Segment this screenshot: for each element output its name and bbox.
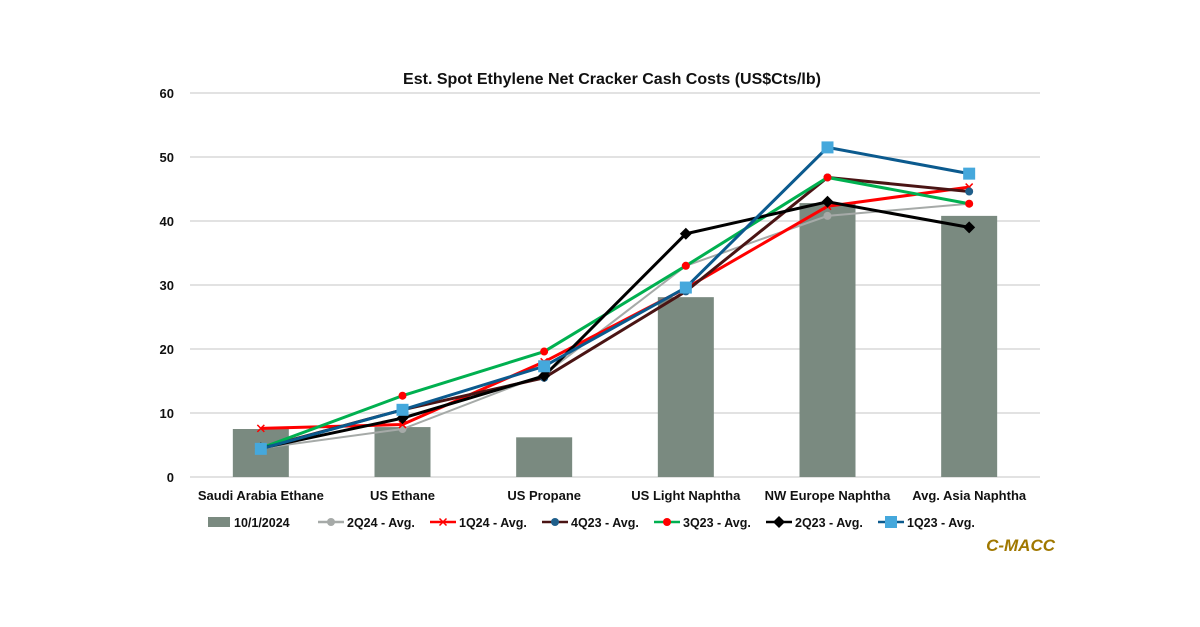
bar	[516, 437, 573, 477]
marker-square	[885, 516, 897, 528]
marker-circle	[663, 518, 671, 526]
legend-label: 2Q23 - Avg.	[795, 516, 863, 530]
marker-circle	[823, 173, 832, 182]
legend-label: 2Q24 - Avg.	[347, 516, 415, 530]
y-tick-label: 60	[160, 86, 174, 101]
marker-circle	[327, 518, 335, 526]
marker-square	[396, 403, 409, 416]
marker-circle	[551, 518, 559, 526]
legend-label: 1Q24 - Avg.	[459, 516, 527, 530]
series-line	[260, 200, 970, 450]
marker-circle	[823, 211, 832, 220]
x-tick-label: US Propane	[507, 488, 581, 503]
marker-x	[256, 424, 265, 433]
marker-diamond	[821, 195, 834, 208]
bar	[941, 215, 998, 477]
marker-circle	[540, 347, 549, 356]
marker-diamond	[679, 227, 692, 240]
bar	[799, 203, 856, 477]
y-tick-label: 20	[160, 342, 174, 357]
x-tick-label: US Ethane	[370, 488, 435, 503]
y-tick-label: 50	[160, 150, 174, 165]
series-line	[260, 145, 970, 451]
marker-square	[538, 360, 551, 373]
marker-circle	[398, 425, 407, 433]
marker-square	[679, 281, 692, 294]
y-tick-label: 40	[160, 214, 174, 229]
marker-x	[398, 420, 407, 429]
marker-x	[438, 517, 448, 527]
x-tick-label: US Light Naphtha	[631, 488, 741, 503]
y-tick-label: 0	[167, 470, 174, 485]
series-3Q23	[256, 173, 974, 453]
chart-title: Est. Spot Ethylene Net Cracker Cash Cost…	[403, 71, 821, 88]
marker-diamond	[963, 221, 976, 234]
watermark-c-macc: C-MACC	[986, 536, 1056, 555]
marker-square	[963, 167, 976, 180]
y-tick-label: 30	[160, 278, 174, 293]
marker-circle	[398, 391, 407, 400]
marker-circle	[965, 199, 974, 208]
x-tick-label: Avg. Asia Naphtha	[912, 488, 1027, 503]
x-tick-label: Saudi Arabia Ethane	[198, 488, 324, 503]
marker-square	[821, 141, 834, 154]
series-line	[260, 202, 970, 450]
legend-label: 1Q23 - Avg.	[907, 516, 975, 530]
marker-square	[254, 442, 267, 455]
marker-diamond	[538, 369, 551, 382]
series-line	[260, 175, 970, 450]
y-tick-label: 10	[160, 406, 174, 421]
x-tick-label: NW Europe Naphtha	[765, 488, 891, 503]
series-1Q23	[254, 141, 976, 455]
legend-label: 4Q23 - Avg.	[571, 516, 639, 530]
bar	[657, 297, 714, 477]
marker-circle	[965, 187, 974, 196]
marker-circle	[681, 261, 690, 270]
legend-label: 3Q23 - Avg.	[683, 516, 751, 530]
bar	[374, 427, 431, 477]
legend-label: 10/1/2024	[234, 516, 290, 530]
legend-swatch	[208, 517, 230, 527]
marker-diamond	[773, 516, 785, 528]
series-2Q23	[254, 195, 976, 455]
series-line	[260, 185, 970, 430]
